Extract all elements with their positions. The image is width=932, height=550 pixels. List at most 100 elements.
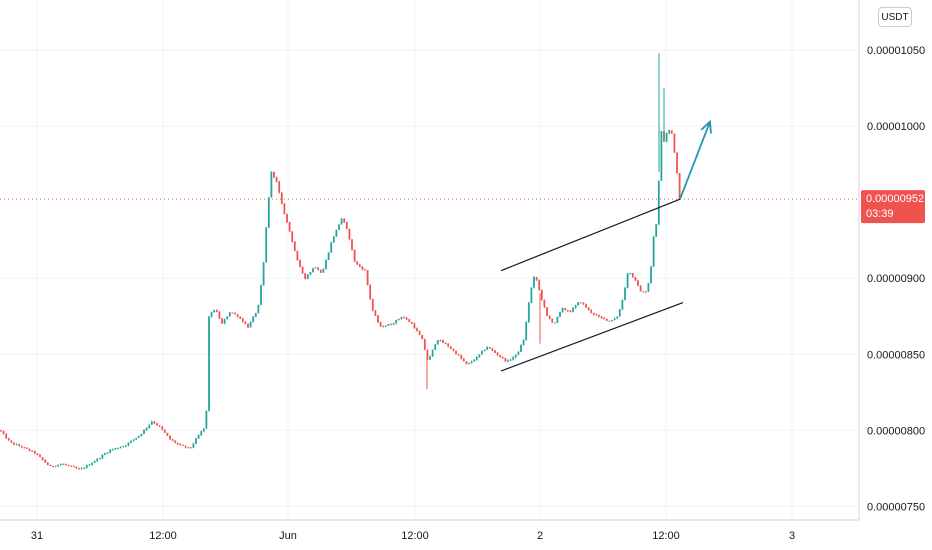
candle (390, 323, 392, 326)
candle (59, 463, 62, 466)
candle (249, 321, 252, 328)
candle (423, 338, 426, 351)
candle (179, 443, 182, 446)
candle (132, 439, 135, 442)
candle (366, 270, 369, 286)
candle (546, 307, 548, 317)
candle (332, 236, 335, 243)
candle (122, 445, 125, 448)
candle (647, 282, 650, 292)
candle (585, 303, 587, 308)
candle (171, 438, 174, 442)
candle (130, 440, 132, 444)
candle (569, 310, 572, 313)
candle (137, 435, 140, 438)
candle (512, 356, 515, 361)
candle (44, 459, 47, 463)
chart-grid (0, 0, 859, 520)
currency-selector-button[interactable]: USDT (878, 7, 912, 27)
candle (496, 351, 499, 356)
candle (676, 152, 678, 174)
candle (462, 357, 465, 362)
candle (395, 319, 398, 325)
candle (421, 334, 424, 340)
price-tick-label: 0.00000850 (867, 349, 925, 361)
candle (566, 309, 569, 312)
candle (67, 464, 70, 467)
price-tick-label: 0.00000900 (867, 273, 925, 285)
candle (525, 321, 528, 341)
candle-countdown: 03:39 (866, 208, 894, 220)
candle (10, 440, 13, 444)
trend-channel-drawing[interactable] (500, 119, 712, 372)
candle (343, 218, 346, 223)
candle (335, 229, 338, 237)
candle (93, 460, 96, 464)
candle (46, 462, 49, 466)
candle (650, 265, 652, 284)
candle (439, 339, 442, 342)
candle (629, 272, 632, 275)
candle (62, 463, 65, 466)
candle (88, 463, 91, 466)
candle (96, 458, 99, 462)
candle (442, 339, 444, 343)
candle (351, 239, 353, 251)
candle (473, 358, 476, 362)
candle (574, 304, 577, 309)
candle (605, 318, 608, 322)
candle (535, 276, 538, 282)
candle (431, 349, 434, 357)
price-tick-label: 0.00001000 (867, 121, 925, 133)
candle (39, 454, 41, 458)
candle (2, 430, 5, 435)
candle (543, 299, 546, 308)
candle (31, 450, 34, 452)
candle (348, 228, 351, 241)
candle (642, 291, 645, 293)
candle (577, 301, 580, 306)
candle (304, 273, 307, 280)
candle (262, 261, 265, 286)
candle (522, 339, 525, 346)
candle (325, 259, 327, 270)
candle (322, 268, 325, 273)
time-tick-label: 12:00 (401, 530, 429, 542)
candle (639, 285, 642, 292)
candle (244, 321, 247, 325)
candle (75, 466, 78, 469)
candle (174, 440, 177, 444)
candle (109, 449, 112, 454)
candle (678, 172, 681, 200)
candle (481, 350, 483, 355)
candle (161, 425, 164, 431)
candlestick-series (0, 53, 681, 470)
candle (54, 465, 57, 468)
candle (215, 309, 218, 313)
candle (540, 289, 543, 301)
candle (377, 314, 379, 324)
candle (613, 317, 616, 321)
candle (15, 443, 18, 446)
time-tick-label: 12:00 (149, 530, 177, 542)
candle (80, 467, 83, 470)
candle (140, 433, 143, 437)
candle (65, 463, 67, 466)
candle (117, 447, 119, 450)
candle (364, 268, 366, 271)
candle (231, 312, 234, 314)
channel-upper-line (500, 198, 681, 272)
candle (150, 420, 153, 425)
candle (413, 322, 416, 329)
candle (618, 308, 621, 317)
candle (57, 464, 60, 468)
price-tick-label: 0.00000800 (867, 425, 925, 437)
candle (538, 279, 541, 291)
candle (403, 316, 405, 319)
candle (195, 437, 197, 445)
candle (148, 424, 151, 429)
candle (410, 321, 413, 325)
candle (455, 350, 457, 355)
time-tick-label: Jun (279, 530, 297, 542)
